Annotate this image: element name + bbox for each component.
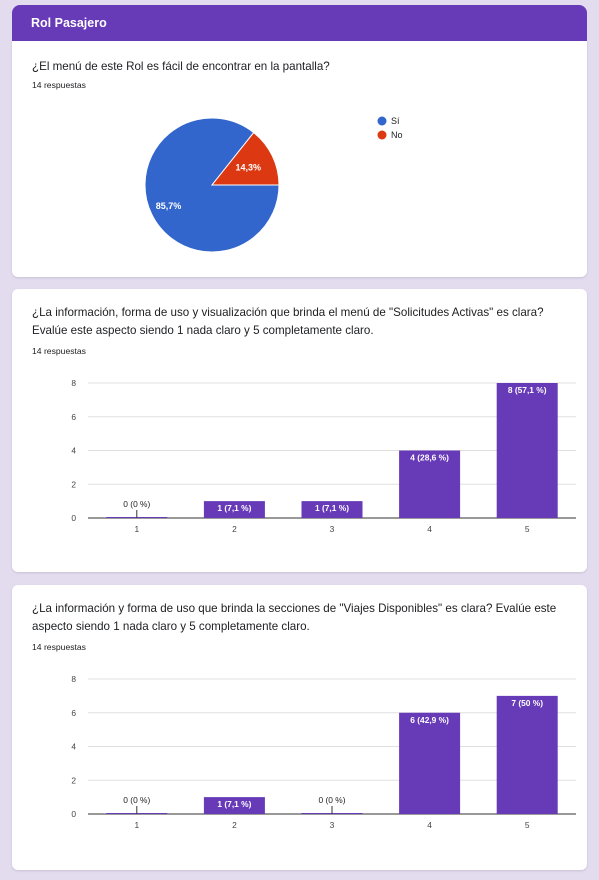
bar-data-label: 0 (0 %) (123, 795, 150, 805)
x-tick-label: 1 (134, 820, 139, 830)
x-tick-label: 5 (525, 524, 530, 534)
bar (399, 450, 461, 518)
y-tick-label: 4 (71, 742, 76, 752)
x-tick-label: 2 (232, 820, 237, 830)
bar (496, 695, 558, 814)
legend-label-no: No (391, 130, 403, 140)
y-tick-label: 8 (71, 378, 76, 388)
y-tick-label: 0 (71, 513, 76, 523)
bar-data-label: 1 (7,1 %) (217, 503, 251, 513)
x-tick-label: 1 (134, 524, 139, 534)
bar-data-label: 1 (7,1 %) (217, 799, 251, 809)
y-tick-label: 8 (71, 674, 76, 684)
bar-data-label: 0 (0 %) (319, 795, 346, 805)
y-tick-label: 2 (71, 775, 76, 785)
bar-data-label: 7 (50 %) (511, 698, 543, 708)
bar-chart: 0 2 4 6 8 0 (0 %) 1 1 (7,1 %) 2 1 (7,1 %) 3 4 (28,6… (71, 378, 576, 534)
x-tick-label: 4 (427, 524, 432, 534)
response-count: 14 respuestas (32, 80, 86, 90)
response-count: 14 respuestas (32, 642, 86, 652)
pie-slice-no (210, 131, 280, 186)
bar (203, 797, 265, 814)
bar-data-label: 1 (7,1 %) (315, 503, 349, 513)
x-tick-label: 4 (427, 820, 432, 830)
y-tick-label: 2 (71, 479, 76, 489)
bar-data-label: 8 (57,1 %) (508, 385, 547, 395)
bar (399, 712, 461, 814)
question-title: ¿La información y forma de uso que brind… (32, 602, 557, 633)
legend-marker (377, 130, 387, 140)
bar-chart: 0 2 4 6 8 0 (0 %) 1 1 (7,1 %) 2 0 (0 %) 3 6 (42,9 %… (71, 674, 576, 830)
x-tick-label: 3 (330, 820, 335, 830)
pie-data-label: 14,3% (235, 163, 261, 173)
legend-marker (377, 116, 387, 126)
bar (203, 501, 265, 518)
x-tick-label: 5 (525, 820, 530, 830)
question-title: ¿La información, forma de uso y visualiz… (32, 306, 544, 337)
legend-label-si: Sí (391, 116, 400, 126)
bar-data-label: 0 (0 %) (123, 499, 150, 509)
y-tick-label: 6 (71, 708, 76, 718)
section-title: Rol Pasajero (31, 16, 107, 30)
question-card-2: ¿La información, forma de uso y visualiz… (12, 289, 587, 572)
question-card-1: ¿El menú de este Rol es fácil de encontr… (12, 41, 587, 277)
section-header: Rol Pasajero (12, 5, 587, 41)
y-tick-label: 6 (71, 412, 76, 422)
question-title: ¿El menú de este Rol es fácil de encontr… (32, 60, 330, 73)
x-tick-label: 3 (330, 524, 335, 534)
y-tick-label: 4 (71, 446, 76, 456)
y-tick-label: 0 (71, 809, 76, 819)
response-count: 14 respuestas (32, 346, 86, 356)
pie-chart: 85,7% 14,3% Sí No (144, 116, 403, 253)
bar-data-label: 6 (42,9 %) (410, 715, 449, 725)
bar (496, 383, 558, 518)
bar (301, 501, 363, 518)
pie-data-label: 85,7% (156, 201, 182, 211)
question-card-3: ¿La información y forma de uso que brind… (12, 585, 587, 870)
x-tick-label: 2 (232, 524, 237, 534)
bar-data-label: 4 (28,6 %) (410, 453, 449, 463)
